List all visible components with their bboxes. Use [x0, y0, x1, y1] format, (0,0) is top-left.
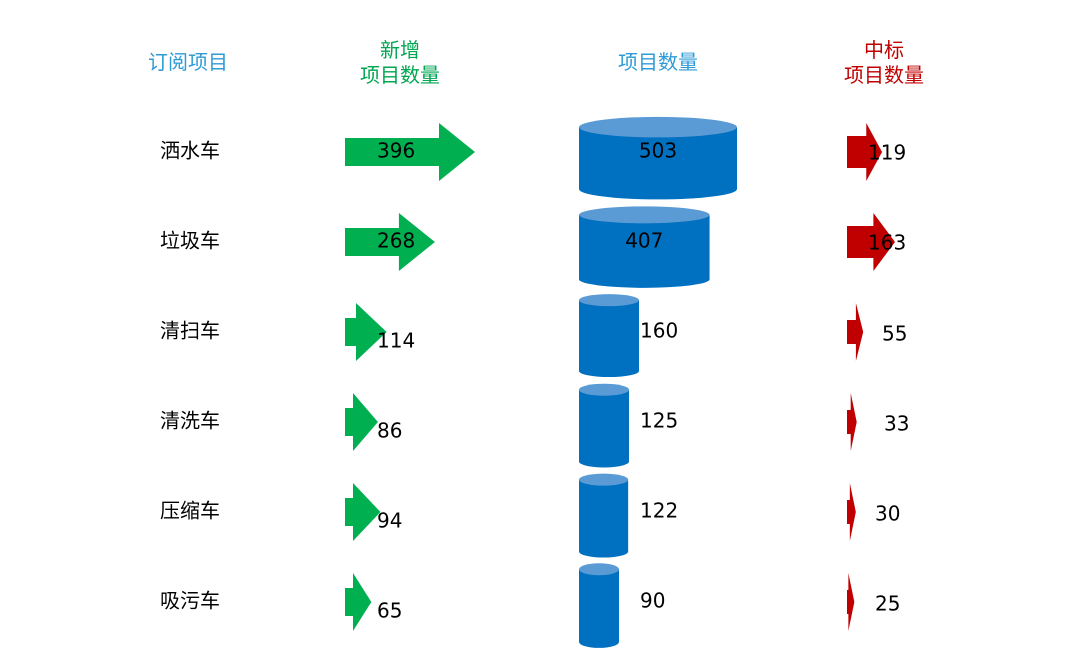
cylinder-top [579, 563, 619, 576]
new-projects-arrow [345, 483, 381, 541]
won-projects-value-label: 25 [875, 592, 900, 616]
won-projects-value-label: 163 [868, 231, 906, 255]
category-label: 吸污车 [160, 589, 220, 613]
total-projects-cylinder [579, 569, 619, 648]
category-label: 垃圾车 [160, 229, 220, 253]
category-column-header: 订阅项目 [118, 50, 258, 75]
total-projects-value-label: 90 [640, 589, 665, 613]
won-projects-value-label: 33 [884, 412, 909, 436]
won-projects-arrow [847, 123, 883, 181]
total-projects-value-label: 160 [640, 319, 678, 343]
total-projects-column-header: 项目数量 [588, 50, 728, 75]
total-projects-value-label: 503 [639, 139, 677, 163]
total-projects-cylinder [579, 214, 710, 288]
cylinder-top [579, 206, 710, 224]
won-projects-value-label: 30 [875, 502, 900, 526]
new-projects-arrow [345, 393, 378, 451]
new-projects-value-label: 268 [377, 229, 415, 253]
new-projects-arrow [345, 213, 435, 271]
new-header-line1: 新增 [380, 38, 420, 62]
category-label: 清洗车 [160, 409, 220, 433]
new-projects-value-label: 396 [377, 139, 415, 163]
won-projects-value-label: 119 [868, 141, 906, 165]
won-projects-arrow [847, 573, 855, 631]
cylinder-top [579, 473, 629, 486]
total-header-text: 项目数量 [618, 50, 698, 74]
won-projects-arrow [847, 393, 857, 451]
category-label: 清扫车 [160, 319, 220, 343]
cylinder-top [579, 294, 639, 307]
new-projects-value-label: 94 [377, 509, 402, 533]
new-projects-value-label: 86 [377, 419, 402, 443]
total-projects-value-label: 122 [640, 499, 678, 523]
cylinder-top [579, 383, 629, 396]
new-projects-arrow [345, 123, 475, 181]
total-projects-cylinder [579, 389, 629, 468]
new-projects-value-label: 65 [377, 599, 402, 623]
won-projects-arrow [847, 483, 856, 541]
won-header-line2: 项目数量 [844, 63, 924, 87]
category-label: 压缩车 [160, 499, 220, 523]
category-header-text: 订阅项目 [148, 50, 228, 74]
won-projects-value-label: 55 [882, 322, 907, 346]
category-label: 洒水车 [160, 139, 220, 163]
new-projects-value-label: 114 [377, 329, 415, 353]
won-projects-arrow [847, 303, 864, 361]
new-projects-arrow [345, 573, 372, 631]
total-projects-value-label: 407 [625, 229, 663, 253]
total-projects-cylinder [579, 300, 639, 378]
new-header-line2: 项目数量 [360, 63, 440, 87]
new-projects-arrow [345, 303, 387, 361]
won-header-line1: 中标 [864, 38, 904, 62]
total-projects-cylinder [579, 127, 737, 200]
new-projects-column-header: 新增 项目数量 [330, 38, 470, 88]
won-projects-arrow [847, 213, 895, 271]
total-projects-cylinder [579, 479, 629, 558]
total-projects-value-label: 125 [640, 409, 678, 433]
cylinder-top [579, 116, 737, 138]
won-projects-column-header: 中标 项目数量 [814, 38, 954, 88]
